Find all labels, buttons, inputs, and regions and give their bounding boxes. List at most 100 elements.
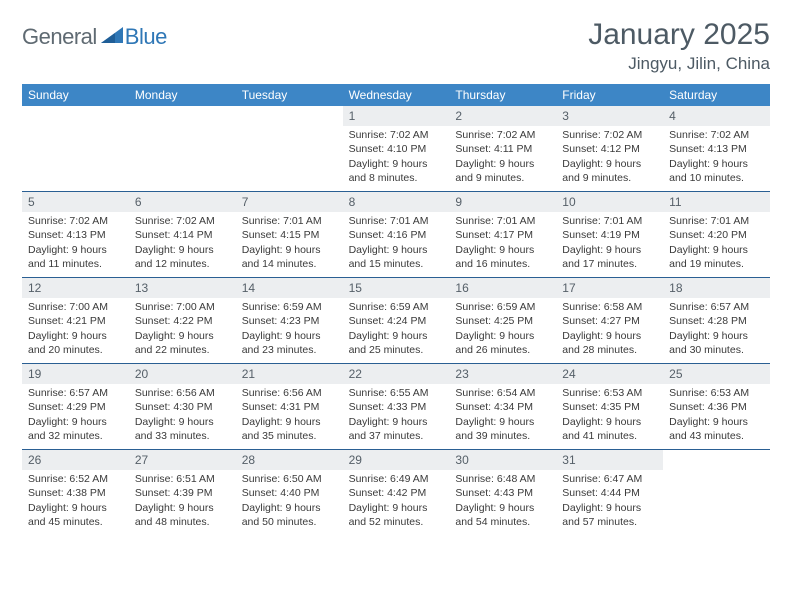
daylight-text: Daylight: 9 hours and 57 minutes. — [562, 501, 657, 529]
daylight-text: Daylight: 9 hours and 12 minutes. — [135, 243, 230, 271]
daylight-text: Daylight: 9 hours and 54 minutes. — [455, 501, 550, 529]
daynum-wrap: 2 — [449, 106, 556, 126]
day-number: 3 — [562, 109, 569, 123]
daylight-text: Daylight: 9 hours and 32 minutes. — [28, 415, 123, 443]
calendar-cell: 6 Sunrise: 7:02 AMSunset: 4:14 PMDaylight… — [129, 192, 236, 277]
calendar-cell: 5Sunrise: 7:02 AMSunset: 4:13 PMDaylight… — [22, 192, 129, 277]
calendar-cell: 1Sunrise: 7:02 AMSunset: 4:10 PMDaylight… — [343, 106, 450, 191]
daynum-wrap: 28 — [236, 450, 343, 470]
calendar-cell: 4Sunrise: 7:02 AMSunset: 4:13 PMDaylight… — [663, 106, 770, 191]
daynum-wrap: 7 — [236, 192, 343, 212]
cell-body: Sunrise: 6:59 AMSunset: 4:24 PMDaylight:… — [343, 300, 450, 361]
calendar-cell: 3 Sunrise: 7:02 AMSunset: 4:12 PMDaylight… — [556, 106, 663, 191]
daylight-text: Daylight: 9 hours and 33 minutes. — [135, 415, 230, 443]
daylight-text: Daylight: 9 hours and 50 minutes. — [242, 501, 337, 529]
week-row: 19Sunrise: 6:57 AMSunset: 4:29 PMDayligh… — [22, 364, 770, 450]
sunrise-text: Sunrise: 6:52 AM — [28, 472, 123, 486]
calendar-cell: 27Sunrise: 6:51 AMSunset: 4:39 PMDayligh… — [129, 450, 236, 536]
cell-body: Sunrise: 6:47 AMSunset: 4:44 PMDaylight:… — [556, 472, 663, 533]
day-number: 18 — [669, 281, 682, 295]
cell-body: Sunrise: 6:57 AMSunset: 4:29 PMDaylight:… — [22, 386, 129, 447]
cell-body: Sunrise: 7:01 AMSunset: 4:20 PMDaylight:… — [663, 214, 770, 275]
sunrise-text: Sunrise: 6:54 AM — [455, 386, 550, 400]
cell-body: Sunrise: 7:00 AMSunset: 4:22 PMDaylight:… — [129, 300, 236, 361]
daylight-text: Daylight: 9 hours and 16 minutes. — [455, 243, 550, 271]
sunset-text: Sunset: 4:29 PM — [28, 400, 123, 414]
sunrise-text: Sunrise: 6:59 AM — [242, 300, 337, 314]
sunset-text: Sunset: 4:14 PM — [135, 228, 230, 242]
daynum-wrap: 26 — [22, 450, 129, 470]
sunrise-text: Sunrise: 6:49 AM — [349, 472, 444, 486]
week-row: 5Sunrise: 7:02 AMSunset: 4:13 PMDaylight… — [22, 192, 770, 278]
daylight-text: Daylight: 9 hours and 9 minutes. — [562, 157, 657, 185]
location-text: Jingyu, Jilin, China — [588, 54, 770, 74]
logo: General Blue — [22, 24, 167, 50]
day-number: 29 — [349, 453, 362, 467]
day-number: 15 — [349, 281, 362, 295]
sunset-text: Sunset: 4:20 PM — [669, 228, 764, 242]
calendar-cell: 12Sunrise: 7:00 AMSunset: 4:21 PMDayligh… — [22, 278, 129, 363]
daylight-text: Daylight: 9 hours and 22 minutes. — [135, 329, 230, 357]
calendar-cell: 2 Sunrise: 7:02 AMSunset: 4:11 PMDaylight… — [449, 106, 556, 191]
cell-body: Sunrise: 7:02 AMSunset: 4:13 PMDaylight:… — [22, 214, 129, 275]
sunrise-text: Sunrise: 6:56 AM — [242, 386, 337, 400]
cell-body: Sunrise: 6:49 AMSunset: 4:42 PMDaylight:… — [343, 472, 450, 533]
daynum-wrap — [236, 106, 343, 110]
calendar-cell: 11 Sunrise: 7:01 AMSunset: 4:20 PMDayligh… — [663, 192, 770, 277]
calendar-cell: 23Sunrise: 6:54 AMSunset: 4:34 PMDayligh… — [449, 364, 556, 449]
sunrise-text: Sunrise: 7:02 AM — [135, 214, 230, 228]
cell-body: Sunrise: 7:02 AMSunset: 4:13 PMDaylight:… — [663, 128, 770, 189]
daylight-text: Daylight: 9 hours and 11 minutes. — [28, 243, 123, 271]
daynum-wrap: 20 — [129, 364, 236, 384]
sunrise-text: Sunrise: 6:59 AM — [455, 300, 550, 314]
daylight-text: Daylight: 9 hours and 35 minutes. — [242, 415, 337, 443]
daynum-wrap: 6 — [129, 192, 236, 212]
day-number: 22 — [349, 367, 362, 381]
header: General Blue January 2025 Jingyu, Jilin,… — [22, 18, 770, 74]
cell-body: Sunrise: 7:01 AMSunset: 4:17 PMDaylight:… — [449, 214, 556, 275]
day-number: 26 — [28, 453, 41, 467]
day-number: 11 — [669, 195, 681, 209]
cell-body: Sunrise: 7:02 AMSunset: 4:12 PMDaylight:… — [556, 128, 663, 189]
sunrise-text: Sunrise: 6:58 AM — [562, 300, 657, 314]
sunset-text: Sunset: 4:42 PM — [349, 486, 444, 500]
daynum-wrap: 8 — [343, 192, 450, 212]
daylight-text: Daylight: 9 hours and 15 minutes. — [349, 243, 444, 271]
cell-body: Sunrise: 6:59 AMSunset: 4:25 PMDaylight:… — [449, 300, 556, 361]
day-number: 2 — [455, 109, 462, 123]
cell-body: Sunrise: 6:55 AMSunset: 4:33 PMDaylight:… — [343, 386, 450, 447]
sunset-text: Sunset: 4:24 PM — [349, 314, 444, 328]
logo-text-general: General — [22, 24, 97, 50]
calendar-cell: 20Sunrise: 6:56 AMSunset: 4:30 PMDayligh… — [129, 364, 236, 449]
day-number: 9 — [455, 195, 462, 209]
cell-body: Sunrise: 6:56 AMSunset: 4:30 PMDaylight:… — [129, 386, 236, 447]
sunrise-text: Sunrise: 7:01 AM — [455, 214, 550, 228]
calendar-cell: 14Sunrise: 6:59 AMSunset: 4:23 PMDayligh… — [236, 278, 343, 363]
daynum-wrap: 1 — [343, 106, 450, 126]
week-row: 12Sunrise: 7:00 AMSunset: 4:21 PMDayligh… — [22, 278, 770, 364]
day-number: 8 — [349, 195, 356, 209]
cell-body: Sunrise: 7:02 AMSunset: 4:11 PMDaylight:… — [449, 128, 556, 189]
title-block: January 2025 Jingyu, Jilin, China — [588, 18, 770, 74]
sunrise-text: Sunrise: 6:59 AM — [349, 300, 444, 314]
dayname-monday: Monday — [129, 84, 236, 106]
sunrise-text: Sunrise: 7:01 AM — [562, 214, 657, 228]
calendar-cell: 17Sunrise: 6:58 AMSunset: 4:27 PMDayligh… — [556, 278, 663, 363]
week-row: 26Sunrise: 6:52 AMSunset: 4:38 PMDayligh… — [22, 450, 770, 536]
cell-body: Sunrise: 6:50 AMSunset: 4:40 PMDaylight:… — [236, 472, 343, 533]
sunset-text: Sunset: 4:19 PM — [562, 228, 657, 242]
daylight-text: Daylight: 9 hours and 8 minutes. — [349, 157, 444, 185]
sunrise-text: Sunrise: 6:56 AM — [135, 386, 230, 400]
sunrise-text: Sunrise: 7:00 AM — [28, 300, 123, 314]
daylight-text: Daylight: 9 hours and 14 minutes. — [242, 243, 337, 271]
day-number: 28 — [242, 453, 255, 467]
sunset-text: Sunset: 4:28 PM — [669, 314, 764, 328]
calendar-cell: 18Sunrise: 6:57 AMSunset: 4:28 PMDayligh… — [663, 278, 770, 363]
calendar-cell: 31Sunrise: 6:47 AMSunset: 4:44 PMDayligh… — [556, 450, 663, 536]
day-number: 1 — [349, 109, 356, 123]
sunset-text: Sunset: 4:36 PM — [669, 400, 764, 414]
daylight-text: Daylight: 9 hours and 45 minutes. — [28, 501, 123, 529]
sunrise-text: Sunrise: 6:55 AM — [349, 386, 444, 400]
day-number: 7 — [242, 195, 249, 209]
day-number: 16 — [455, 281, 468, 295]
